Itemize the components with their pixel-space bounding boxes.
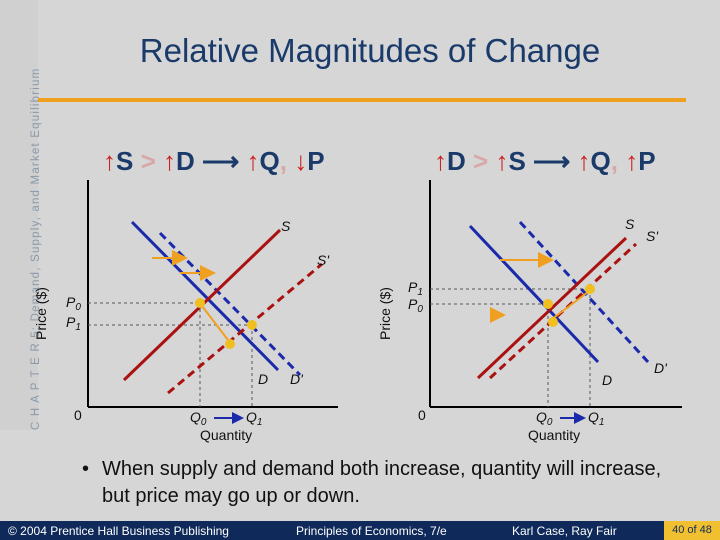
footer-copyright: © 2004 Prentice Hall Business Publishing — [8, 524, 229, 538]
footer-book: Principles of Economics, 7/e — [296, 524, 447, 538]
left-q0-label: Q0 — [190, 409, 207, 428]
down-arrow-icon: ↓ — [294, 146, 308, 176]
right-q1-label: Q1 — [588, 409, 604, 428]
left-demand-curve — [130, 220, 280, 372]
side-band — [0, 0, 38, 430]
left-y-label: Price ($) — [33, 287, 49, 340]
left-d-label: D — [258, 371, 268, 387]
right-demand-shifted-curve — [518, 220, 650, 364]
left-origin: 0 — [74, 407, 82, 423]
left-equation: ↑S > ↑D ⟶ ↑Q, ↓P — [103, 146, 325, 176]
left-diagram: Price ($) Quantity 0 P0 P1 Q0 Q1 S S' D … — [33, 180, 338, 443]
right-intersection — [548, 317, 558, 327]
right-q0-label: Q0 — [536, 409, 553, 428]
right-movement-line — [547, 291, 589, 323]
footer-bar: © 2004 Prentice Hall Business Publishing… — [0, 521, 720, 540]
left-p1-label: P1 — [66, 314, 81, 333]
left-demand-shifted-curve — [158, 231, 302, 377]
up-arrow-icon: ↑ — [246, 146, 260, 176]
up-arrow-icon: ↑ — [434, 146, 447, 176]
right-d2-label: D' — [654, 360, 668, 376]
page-number: 40 of 48 — [664, 521, 720, 540]
right-p0-label: P0 — [408, 296, 423, 315]
right-d-label: D — [602, 372, 612, 388]
bullet-dot-icon: • — [82, 458, 90, 480]
up-arrow-icon: ↑ — [577, 146, 591, 176]
right-s2-label: S' — [646, 228, 659, 244]
left-s-label: S — [281, 218, 291, 234]
bullet-point: • When supply and demand both increase, … — [82, 456, 672, 510]
right-x-label: Quantity — [528, 427, 580, 443]
title-rule — [38, 98, 686, 102]
right-p1-label: P1 — [408, 279, 423, 298]
right-supply-shifted-curve — [488, 242, 638, 380]
right-supply-curve — [476, 236, 628, 380]
up-arrow-icon: ↑ — [103, 146, 116, 176]
right-origin: 0 — [418, 407, 426, 423]
left-movement-line — [201, 305, 229, 341]
left-intersection — [225, 339, 235, 349]
left-equilibrium-1 — [247, 320, 257, 330]
left-p0-label: P0 — [66, 294, 81, 313]
up-arrow-icon: ↑ — [495, 146, 509, 176]
left-x-label: Quantity — [200, 427, 252, 443]
right-diagram: Price ($) Quantity 0 P1 P0 Q0 Q1 S S' D … — [377, 180, 682, 443]
right-demand-curve — [468, 224, 600, 364]
left-supply-shifted-curve — [167, 262, 323, 395]
right-equation: ↑D > ↑S ⟶ ↑Q, ↑P — [434, 146, 656, 176]
left-s2-label: S' — [317, 252, 330, 268]
right-arrow-icon: ⟶ — [533, 146, 571, 176]
right-s-label: S — [625, 216, 635, 232]
left-equilibrium-0 — [195, 298, 205, 308]
slide-title: Relative Magnitudes of Change — [139, 32, 601, 69]
right-equilibrium-0 — [543, 299, 553, 309]
left-d2-label: D' — [290, 371, 304, 387]
left-q1-label: Q1 — [246, 409, 262, 428]
up-arrow-icon: ↑ — [625, 146, 639, 176]
right-equilibrium-1 — [585, 284, 595, 294]
up-arrow-icon: ↑ — [163, 146, 176, 176]
footer-authors: Karl Case, Ray Fair — [512, 524, 617, 538]
right-arrow-icon: ⟶ — [202, 146, 240, 176]
right-y-label: Price ($) — [377, 287, 393, 340]
bullet-text: When supply and demand both increase, qu… — [102, 458, 662, 507]
